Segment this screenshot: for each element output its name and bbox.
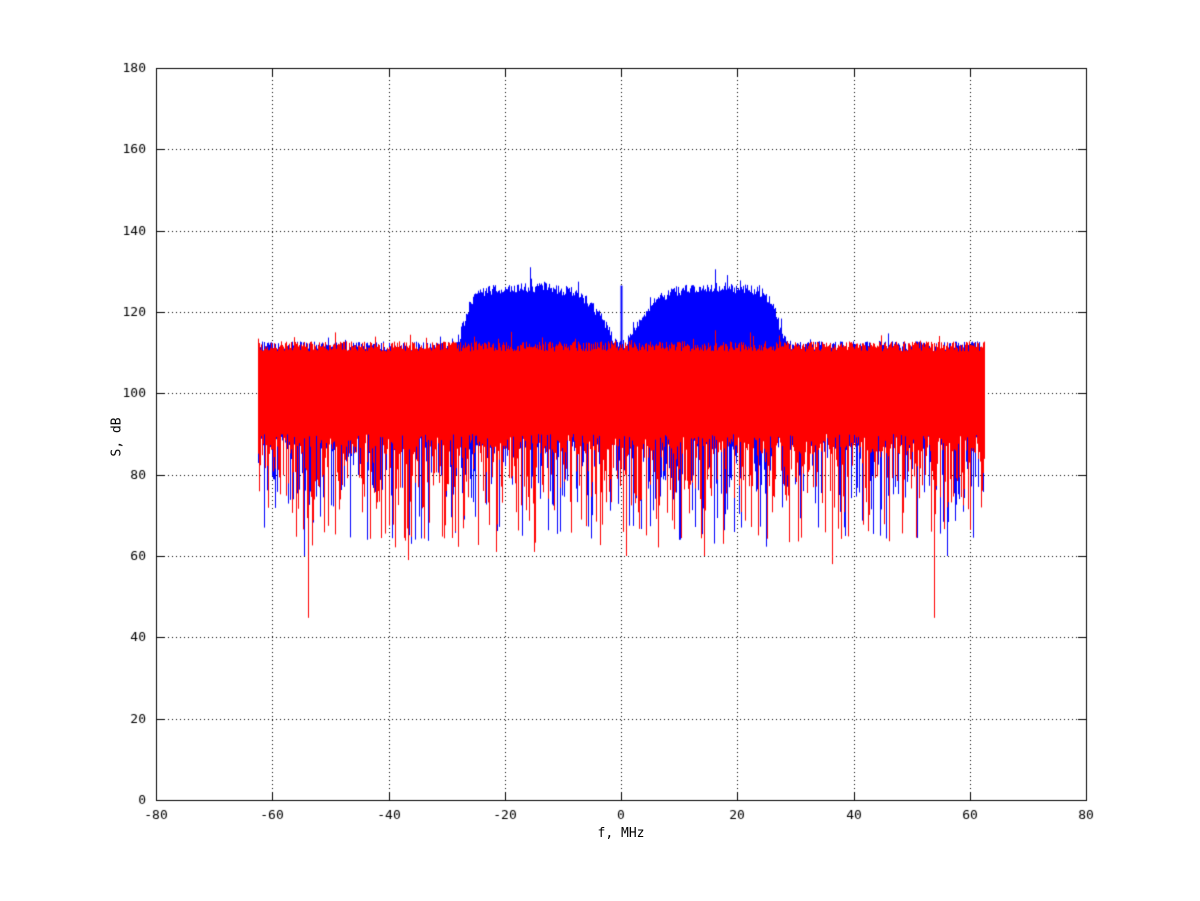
x-axis-label: f, MHz (597, 826, 645, 841)
y-axis-label: S, dB (109, 417, 125, 457)
